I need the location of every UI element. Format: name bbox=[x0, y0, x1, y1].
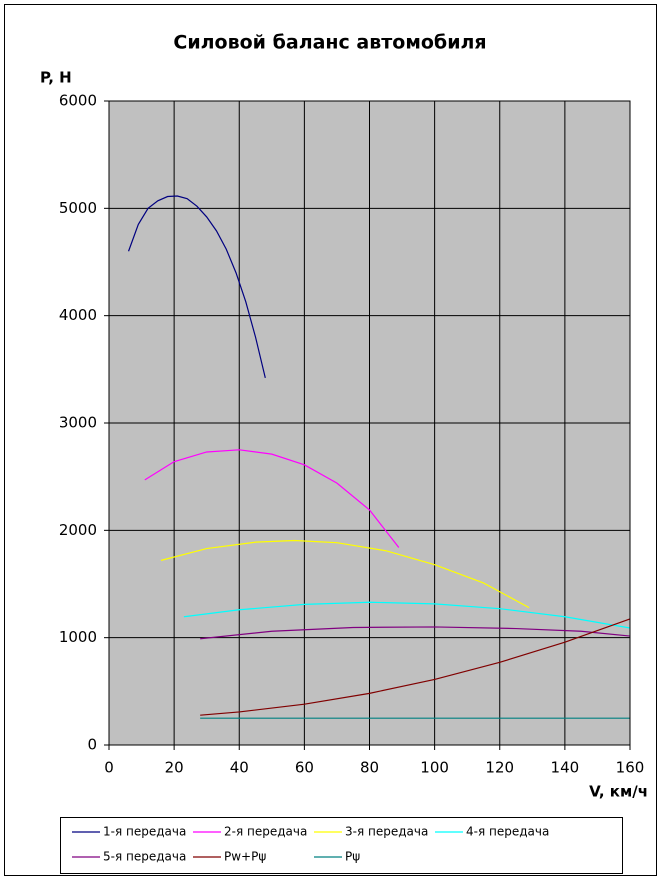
x-tick-label: 40 bbox=[230, 759, 249, 777]
series-line bbox=[183, 601, 631, 629]
y-tick-label: 2000 bbox=[59, 521, 97, 539]
y-axis-label: P, H bbox=[40, 69, 72, 87]
legend-label: 3-я передача bbox=[345, 825, 428, 839]
legend-label: 1-я передача bbox=[103, 825, 186, 839]
y-tick-label: 4000 bbox=[59, 306, 97, 324]
y-tick-label: 5000 bbox=[59, 199, 97, 217]
plot: 0 1000 2000 3000 4000 5000 6000 0 20 40 60 80 100 120… bbox=[59, 92, 645, 864]
x-tick-label: 60 bbox=[295, 759, 314, 777]
series-line bbox=[144, 449, 400, 548]
series-line bbox=[200, 626, 631, 640]
x-tick-label: 0 bbox=[104, 759, 114, 777]
legend-label: 5-я передача bbox=[103, 850, 186, 864]
series-line bbox=[160, 539, 530, 609]
legend-label: 4-я передача bbox=[466, 825, 549, 839]
y-tick-label: 3000 bbox=[59, 414, 97, 432]
x-tick-label: 80 bbox=[360, 759, 379, 777]
y-tick-label: 1000 bbox=[59, 628, 97, 646]
series-line bbox=[200, 618, 631, 716]
y-tick-label: 6000 bbox=[59, 92, 97, 110]
x-axis-label: V, км/ч bbox=[589, 783, 648, 801]
x-tick-label: 20 bbox=[165, 759, 184, 777]
legend-box bbox=[60, 817, 623, 874]
y-tick-label: 0 bbox=[87, 736, 97, 754]
legend-label: Pψ bbox=[345, 850, 360, 864]
x-tick-label: 140 bbox=[551, 759, 580, 777]
x-tick-label: 100 bbox=[420, 759, 449, 777]
series-line bbox=[127, 195, 266, 379]
x-tick-label: 160 bbox=[616, 759, 645, 777]
chart-title: Силовой баланс автомобиля bbox=[173, 32, 486, 54]
plot-frame bbox=[108, 100, 631, 746]
legend-label: 2-я передача bbox=[224, 825, 307, 839]
legend-label: Pw+Pψ bbox=[224, 850, 266, 864]
x-tick-label: 120 bbox=[485, 759, 514, 777]
